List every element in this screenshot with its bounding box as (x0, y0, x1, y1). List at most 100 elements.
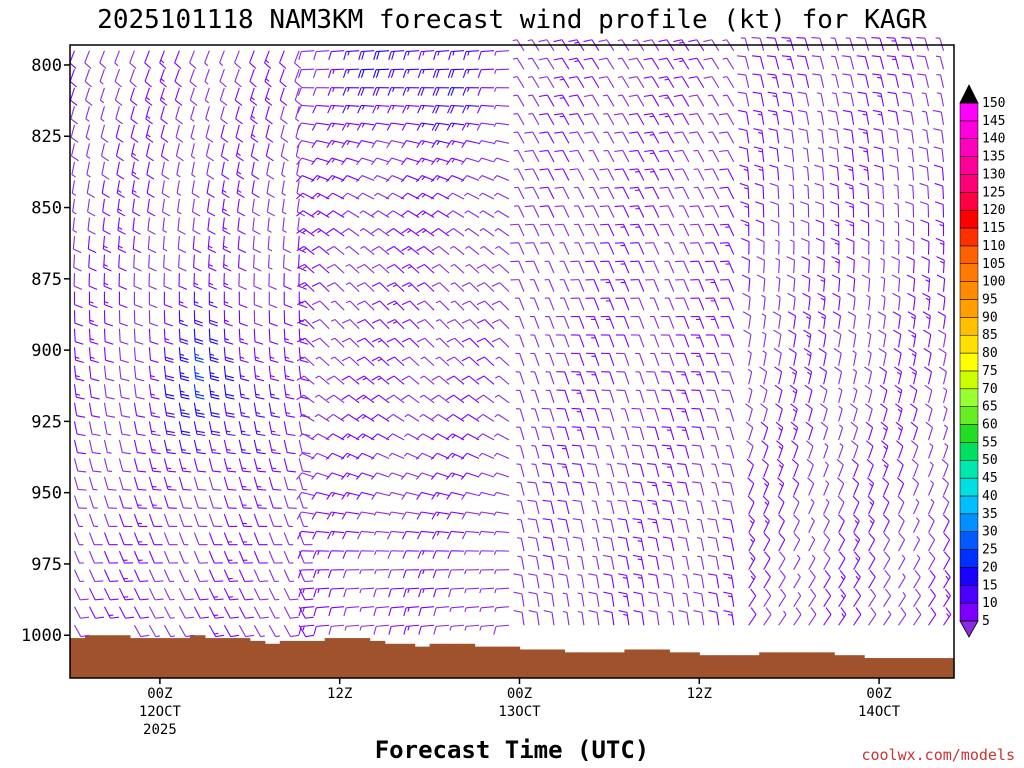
barb-feather (132, 229, 141, 235)
barb-feather (180, 359, 189, 364)
wind-barb (222, 217, 231, 235)
barb-feather (175, 118, 183, 125)
wind-barb (268, 347, 279, 364)
barb-staff (280, 106, 285, 119)
barb-staff (221, 180, 225, 194)
barb-staff (406, 157, 420, 163)
barb-feather (122, 452, 131, 455)
barb-staff (160, 143, 165, 157)
barb-feather (689, 205, 699, 208)
terrain-column (714, 655, 730, 678)
barb-feather (70, 118, 78, 125)
barb-staff (316, 511, 330, 515)
barb-staff (762, 185, 765, 200)
barb-staff (283, 476, 289, 490)
barb-feather (210, 359, 219, 364)
barb-feather (586, 407, 596, 410)
barb-staff (208, 421, 213, 435)
wind-barb (311, 282, 330, 293)
wind-barb (103, 495, 117, 509)
wind-barb (283, 550, 294, 564)
barb-feather (210, 393, 220, 397)
barb-half-feather (374, 192, 378, 197)
wind-barb (356, 157, 375, 166)
barb-half-feather (346, 123, 350, 128)
barb-staff (304, 337, 315, 348)
barb-staff (298, 347, 301, 361)
wind-barb (148, 328, 159, 345)
wind-barb (208, 476, 222, 491)
wind-barb (114, 69, 122, 88)
wind-barb (207, 235, 217, 254)
barb-staff (301, 606, 315, 609)
wind-barb (386, 157, 405, 166)
wind-barb (330, 337, 345, 348)
terrain-column (909, 658, 925, 678)
barb-feather (239, 322, 248, 327)
barb-staff (361, 175, 375, 181)
barb-staff (253, 513, 260, 527)
terrain-column (924, 658, 940, 678)
barb-staff (235, 106, 240, 119)
barb-staff (148, 513, 155, 527)
barb-feather (305, 616, 314, 619)
barb-half-feather (527, 76, 533, 78)
barb-feather (280, 118, 288, 125)
wind-barb (176, 198, 182, 215)
wind-barb (73, 310, 84, 327)
wind-barb (193, 606, 209, 619)
barb-feather (130, 118, 138, 125)
wind-barb (223, 439, 236, 455)
barb-half-feather (346, 105, 350, 110)
barb-half-feather (407, 247, 412, 251)
barb-feather (119, 322, 129, 327)
barb-staff (303, 394, 315, 404)
barb-feather (355, 192, 363, 200)
barb-feather (95, 598, 104, 601)
barb-half-feather (331, 531, 335, 536)
barb-half-feather (191, 174, 196, 178)
wind-barb (268, 458, 282, 473)
wind-barb (178, 606, 194, 619)
barb-feather (150, 378, 160, 382)
barb-feather (310, 175, 318, 183)
barb-feather (212, 488, 222, 491)
barb-staff (346, 122, 360, 126)
barb-feather (189, 81, 197, 88)
wind-barb (330, 300, 345, 311)
barb-feather (75, 359, 84, 364)
wind-barb (356, 413, 375, 422)
barb-feather (87, 211, 96, 217)
barb-staff (406, 452, 420, 459)
barb-half-feather (374, 550, 377, 555)
barb-staff (175, 124, 180, 138)
barb-feather (90, 341, 99, 345)
barb-staff (118, 365, 122, 379)
wind-barb (238, 421, 251, 437)
barb-staff (253, 439, 258, 453)
barb-staff (303, 375, 315, 385)
wind-barb (268, 439, 281, 455)
wind-barb (133, 550, 148, 564)
wind-barb (163, 587, 175, 601)
barb-half-feather (317, 550, 320, 556)
barb-feather (165, 356, 174, 361)
barb-staff (178, 402, 183, 416)
wind-barb (268, 587, 280, 601)
barb-feather (91, 396, 100, 400)
wind-barb (161, 180, 170, 199)
wind-barb (372, 68, 390, 79)
barb-feather (280, 136, 289, 143)
barb-feather (371, 263, 380, 269)
wind-barb (281, 161, 286, 178)
barb-staff (378, 245, 390, 256)
barb-feather (356, 319, 366, 324)
barb-half-feather (652, 503, 657, 505)
wind-barb (268, 291, 278, 309)
wind-barb (342, 550, 360, 559)
barb-feather (342, 69, 347, 79)
wind-barb (296, 198, 306, 217)
barb-feather (268, 285, 277, 290)
wind-barb (236, 198, 246, 217)
barb-feather (340, 452, 348, 460)
